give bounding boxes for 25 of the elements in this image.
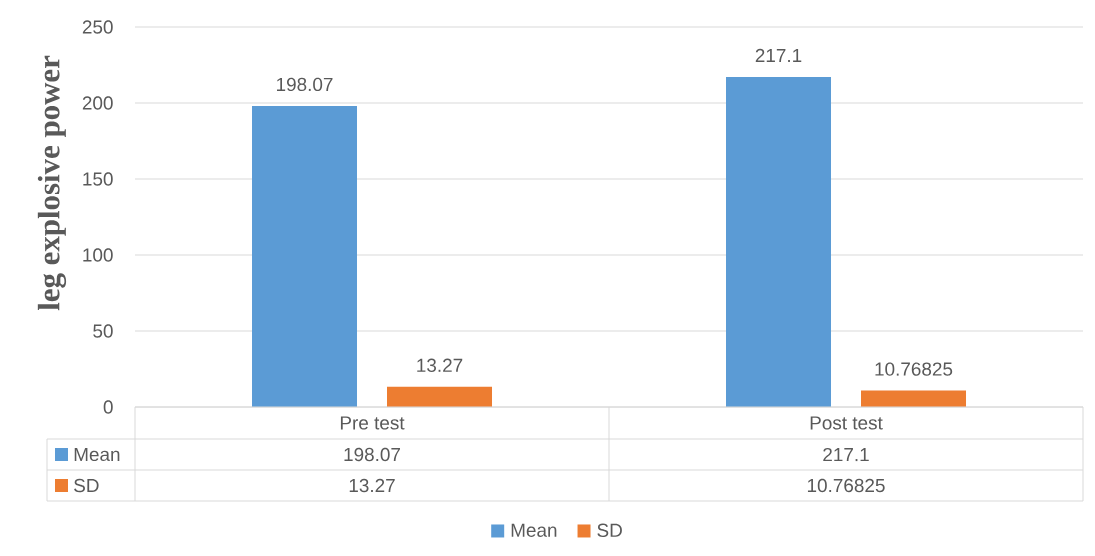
text: Mean bbox=[74, 447, 120, 462]
legend-label: SD bbox=[597, 523, 622, 538]
bar bbox=[726, 77, 832, 407]
x-tick-label: Post test bbox=[810, 416, 883, 430]
y-tick-label: 150 bbox=[83, 172, 113, 186]
y-tick-label: 250 bbox=[82, 20, 113, 34]
y-axis-title: leg explosive power bbox=[37, 55, 67, 311]
data-label: 10.76825 bbox=[807, 478, 885, 493]
annotation: 13.27 bbox=[417, 358, 463, 373]
bar bbox=[387, 386, 493, 407]
annotation: 217.1 bbox=[755, 48, 802, 62]
data-label: 198.07 bbox=[344, 447, 400, 462]
y-tick-label: 50 bbox=[93, 324, 113, 338]
x-tick-label: Pre test bbox=[340, 416, 405, 430]
text: SD bbox=[74, 478, 99, 493]
y-tick-label: 200 bbox=[82, 96, 113, 110]
data-label: 13.27 bbox=[349, 478, 395, 493]
y-tick-label: 0 bbox=[103, 400, 113, 414]
data-label: 217.1 bbox=[823, 447, 869, 462]
y-tick-label: 100 bbox=[83, 248, 113, 262]
bar bbox=[252, 105, 358, 407]
annotation: 198.07 bbox=[277, 77, 333, 92]
annotation: 10.76825 bbox=[875, 362, 953, 376]
bar bbox=[861, 390, 967, 407]
legend-label: Mean bbox=[511, 523, 557, 537]
